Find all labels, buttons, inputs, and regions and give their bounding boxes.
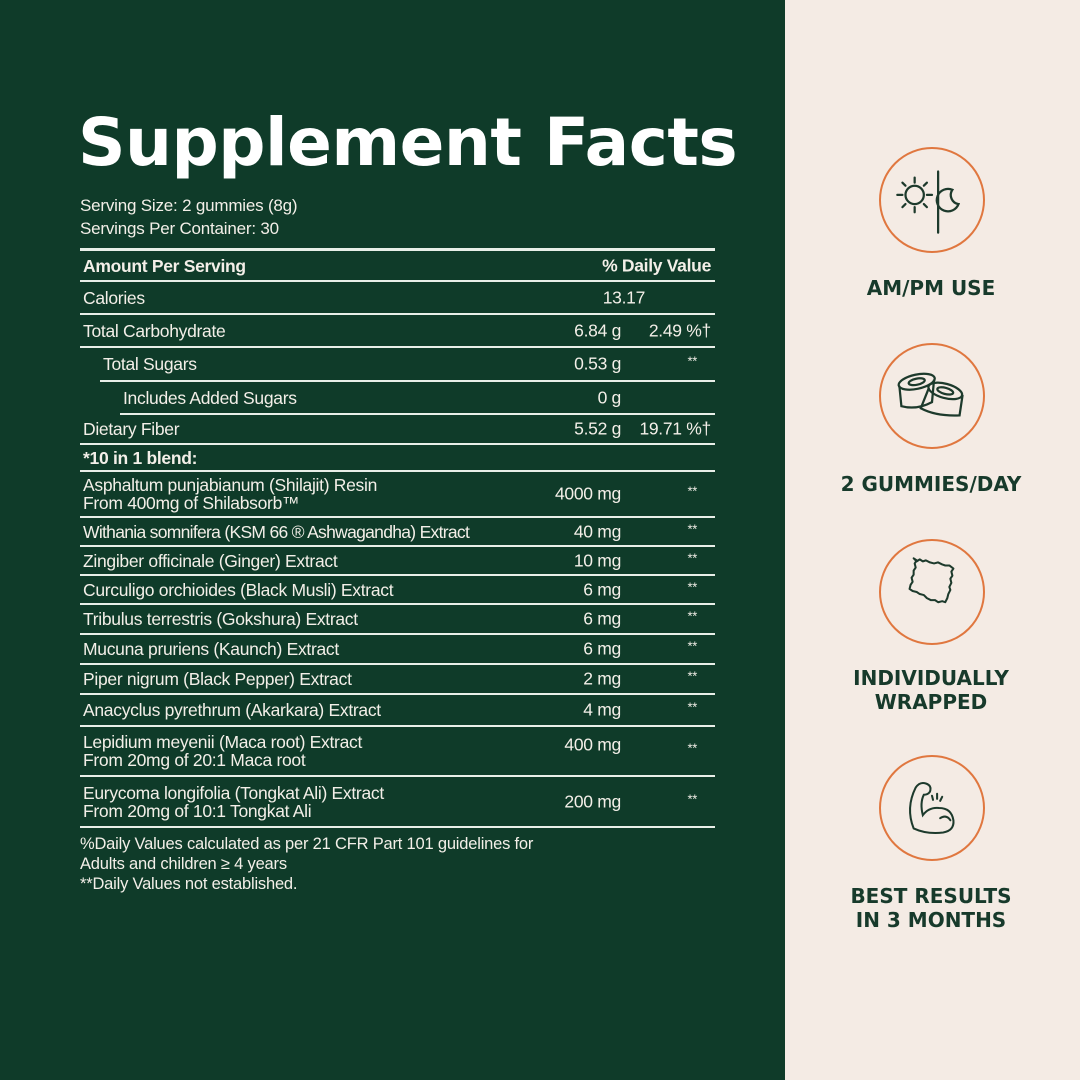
row-name: Dietary Fiber xyxy=(83,419,180,439)
table-row: Piper nigrum (Black Pepper) Extract 2 mg *… xyxy=(80,665,715,695)
feature-label: BEST RESULTS IN 3 MONTHS xyxy=(850,884,1012,932)
supplement-facts-panel: Supplement Facts Serving Size: 2 gummies… xyxy=(0,0,785,1080)
row-name: Piper nigrum (Black Pepper) Extract xyxy=(83,669,352,689)
row-dv: 2.49 %† xyxy=(648,320,711,340)
row-amount: 4 mg xyxy=(583,699,621,720)
row-amount: 200 mg xyxy=(564,791,621,811)
row-name: Withania somnifera (KSM 66 ® Ashwagandha… xyxy=(83,521,470,542)
row-amount: 4000 mg xyxy=(554,483,621,504)
row-amount: 400 mg xyxy=(564,734,621,755)
row-name: Anacyclus pyrethrum (Akarkara) Extract xyxy=(83,700,381,720)
table-row: Tribulus terrestris (Gokshura) Extract 6 … xyxy=(80,605,715,635)
row-amount: 5.52 g xyxy=(574,418,621,439)
row-sub: From 20mg of 10:1 Tongkat Ali xyxy=(83,800,312,821)
row-name: Lepidium meyenii (Maca root) Extract xyxy=(83,732,363,752)
table-row: Withania somnifera (KSM 66 ® Ashwagandha… xyxy=(80,518,715,547)
feature-label: INDIVIDUALLY WRAPPED xyxy=(853,666,1009,714)
table-row: Dietary Fiber 5.52 g 19.71 %† xyxy=(80,415,715,445)
row-dv: ** xyxy=(687,579,697,594)
table-row: Mucuna pruriens (Kaunch) Extract 6 mg ** xyxy=(80,635,715,665)
row-dv: ** xyxy=(687,791,697,806)
page-title: Supplement Facts xyxy=(78,104,738,181)
row-name: *10 in 1 blend: xyxy=(83,447,198,468)
table-row: Zingiber officinale (Ginger) Extract 10 m… xyxy=(80,547,715,576)
row-name: Zingiber officinale (Ginger) Extract xyxy=(83,550,338,571)
wrapper-icon xyxy=(879,539,985,645)
row-name: Asphaltum punjabianum (Shilajit) Resin xyxy=(83,475,378,495)
sun-moon-icon xyxy=(879,147,985,253)
row-amount: 6 mg xyxy=(583,579,621,599)
footnote: %Daily Values calculated as per 21 CFR P… xyxy=(80,835,534,853)
row-dv: ** xyxy=(687,550,697,565)
table-header: Amount Per Serving % Daily Value xyxy=(80,248,715,282)
servings-per-container: Servings Per Container: 30 xyxy=(80,219,279,238)
row-sub: From 20mg of 20:1 Maca root xyxy=(83,750,306,770)
table-row: Eurycoma longifolia (Tongkat Ali) Extrac… xyxy=(80,777,715,828)
footnotes: %Daily Values calculated as per 21 CFR P… xyxy=(80,834,533,894)
row-dv: ** xyxy=(687,638,697,654)
table-row: Total Sugars 0.53 g ** xyxy=(100,348,715,382)
row-name: Total Sugars xyxy=(103,354,197,374)
feature-label: 2 GUMMIES/DAY xyxy=(840,472,1022,496)
row-amount: 6.84 g xyxy=(574,320,621,340)
row-dv: ** xyxy=(687,668,697,684)
header-dv: % Daily Value xyxy=(602,255,711,275)
row-sub: From 400mg of Shilabsorb™ xyxy=(83,493,300,513)
table-row: Lepidium meyenii (Maca root) Extract From… xyxy=(80,727,715,777)
row-amount: 2 mg xyxy=(583,668,621,689)
row-amount: 10 mg xyxy=(573,550,621,570)
gummies-icon xyxy=(879,343,985,449)
footnote: Adults and children ≥ 4 years xyxy=(80,855,287,873)
row-dv: ** xyxy=(687,521,697,536)
row-name: Curculigo orchioides (Black Musli) Extra… xyxy=(83,579,394,600)
table-row: Total Carbohydrate 6.84 g 2.49 %† xyxy=(80,315,715,348)
table-row: Asphaltum punjabianum (Shilajit) Resin Fr… xyxy=(80,472,715,518)
row-name: Mucuna pruriens (Kaunch) Extract xyxy=(83,639,339,659)
table-row: Includes Added Sugars 0 g xyxy=(120,382,715,415)
row-amount: 6 mg xyxy=(583,608,621,629)
row-amount: 40 mg xyxy=(573,521,621,541)
blend-header: *10 in 1 blend: xyxy=(80,445,715,472)
row-dv: ** xyxy=(687,353,697,369)
row-dv: ** xyxy=(687,740,697,756)
row-name: Eurycoma longifolia (Tongkat Ali) Extrac… xyxy=(83,782,384,803)
row-amount: 0.53 g xyxy=(574,353,621,374)
row-amount: 13.17 xyxy=(602,287,646,307)
row-amount: 6 mg xyxy=(583,638,621,659)
footnote: **Daily Values not established. xyxy=(80,875,298,893)
row-dv: ** xyxy=(687,483,697,499)
serving-size: Serving Size: 2 gummies (8g) xyxy=(80,196,298,215)
table-row: Calories 13.17 xyxy=(80,282,715,315)
row-name: Calories xyxy=(83,287,145,308)
row-name: Tribulus terrestris (Gokshura) Extract xyxy=(83,609,358,629)
row-name: Includes Added Sugars xyxy=(123,387,297,408)
row-dv: ** xyxy=(687,608,697,624)
header-amount: Amount Per Serving xyxy=(83,255,246,276)
row-dv: ** xyxy=(687,699,697,715)
row-name: Total Carbohydrate xyxy=(83,320,226,341)
feature-label: AM/PM USE xyxy=(866,276,996,300)
row-amount: 0 g xyxy=(597,387,622,407)
row-dv: 19.71 %† xyxy=(639,418,711,439)
table-row: Curculigo orchioides (Black Musli) Extra… xyxy=(80,576,715,605)
table-row: Anacyclus pyrethrum (Akarkara) Extract 4 … xyxy=(80,695,715,727)
flexed-arm-icon xyxy=(879,755,985,861)
